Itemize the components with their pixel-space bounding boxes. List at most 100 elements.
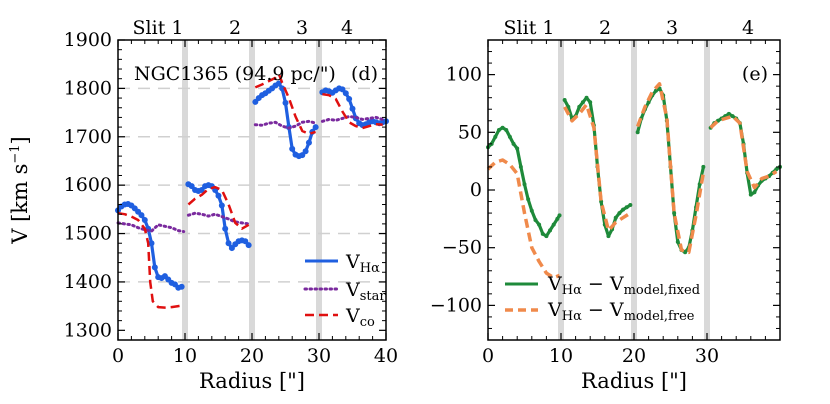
series-line-v-star [320,115,385,123]
y-axis-label: V [km s−1] [8,136,32,245]
data-point [675,239,680,244]
series-line-v-co [187,185,250,230]
data-point [533,218,538,222]
slit-label: 4 [742,17,754,39]
x-tick-label: 30 [307,345,331,367]
data-point [228,245,235,252]
data-point [672,211,677,216]
x-tick-label: 20 [240,345,264,367]
ticks: 0 10 20 30 −100 −50 0 50 100 [430,39,780,367]
legend: VHα Vstar Vco [303,251,386,330]
y-axis-label-close: ] [8,136,32,144]
x-tick-label: 0 [482,345,494,367]
data-point [526,197,531,202]
data-point [312,124,319,131]
data-point [500,125,505,130]
panel-d: 0 10 20 30 40 1300 1400 1500 1600 1700 1800 1900 Sl… [8,17,398,393]
data-point [522,182,527,187]
x-axis-label: Radius ["] [199,369,305,393]
data-point [635,130,640,135]
panel-title: NGC1365 (94.9 pc/") [134,63,336,85]
data-point [507,134,512,139]
series-line-v-co [322,92,383,130]
data-point [342,90,349,97]
panel-tag: (d) [351,63,378,85]
series-line-v-co [254,72,316,136]
series-line-v-halpha [116,202,183,290]
data-point [282,99,289,106]
data-point [305,139,312,146]
data-point [653,88,658,93]
legend-label-halpha: VHα [345,251,380,276]
data-point [683,250,688,255]
y-tick-label: −50 [442,237,482,259]
y-tick-label: −100 [430,294,482,316]
legend: VHα − Vmodel,fixed VHα − Vmodel,free [505,273,700,324]
data-point [339,86,346,93]
data-point [606,234,611,239]
series-line-v-halpha-v-model-free [635,82,706,255]
data-point [551,222,556,227]
data-point [198,187,205,193]
data-point [178,283,185,290]
data-point [580,100,585,105]
slit-gap-band [182,40,188,340]
data-point [752,190,757,195]
x-tick-label: 40 [374,345,398,367]
data-point [621,207,626,212]
data-point [726,111,731,116]
slit-label: 4 [341,17,353,39]
data-point [346,96,353,103]
data-point [577,104,582,109]
ticks: 0 10 20 30 40 1300 1400 1500 1600 1700 1800 1900 [64,29,398,367]
series-line-v-star [116,221,186,234]
series-group [115,72,389,309]
data-point [562,98,567,102]
data-point [584,95,589,100]
legend-label-fixed: VHα − Vmodel,fixed [547,273,700,298]
slit-gap-band [249,40,255,340]
data-point [215,192,222,199]
slit-label: 3 [296,17,308,39]
data-point [222,225,229,232]
y-tick-label: 1500 [64,223,112,245]
data-point [557,213,562,218]
x-tick-label: 20 [622,345,646,367]
data-point [225,240,232,247]
y-tick-label: 1300 [64,319,112,341]
slit-gap-band [316,40,322,340]
data-point [540,231,545,236]
y-tick-label: 0 [470,179,482,201]
series-line-v-star [253,119,318,130]
slit-label: Slit 1 [133,17,184,39]
data-point [275,80,282,87]
data-point [701,164,706,169]
data-point [548,228,553,233]
y-axis-label-exp: −1 [8,144,23,163]
data-point [496,128,501,132]
data-point [279,85,286,92]
series-line-v-halpha-v-model-fixed [636,86,705,254]
data-point [299,152,306,159]
y-tick-label: 1900 [64,29,112,51]
series-line-v-halpha-v-model-fixed [486,126,561,238]
data-point [245,242,252,249]
slit-label: 2 [599,17,611,39]
series-line-v-halpha-v-model-free [486,158,561,280]
y-tick-label: 50 [458,121,482,143]
data-point [289,145,296,152]
series-line-v-star [186,211,251,226]
data-point [138,212,145,219]
data-point [537,222,542,227]
data-point [518,164,523,169]
y-tick-label: 1800 [64,77,112,99]
slit-gap-band [631,40,637,340]
panel-e: 0 10 20 30 −100 −50 0 50 100 Slit 1 2 3 4 (e) Ra… [430,17,782,393]
data-point [588,100,593,105]
data-point [493,134,498,139]
slit-gaps [182,40,322,340]
x-tick-label: 10 [549,345,573,367]
x-tick-label: 30 [695,345,719,367]
slit-gap-band [704,40,710,340]
data-point [511,141,516,146]
